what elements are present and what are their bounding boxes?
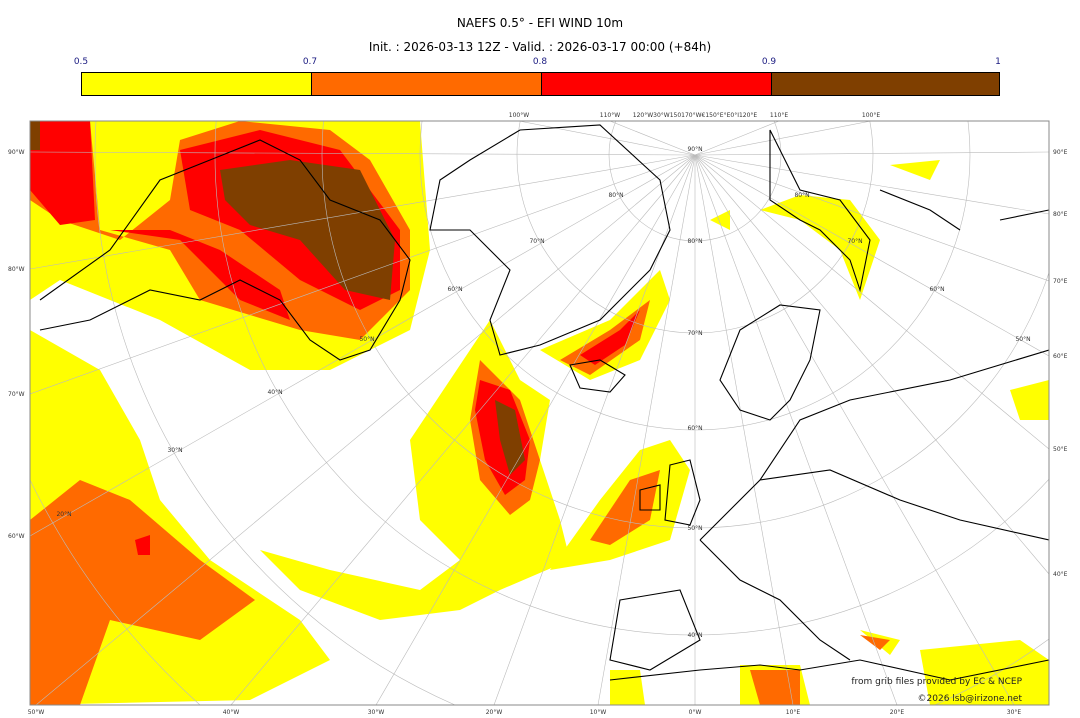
map-subtitle: Init. : 2026-03-13 12Z - Valid. : 2026-0… [368,40,712,54]
top-label: 100°E [862,112,880,119]
bottom-label: 0°W [689,709,702,716]
lat-label: 50°N [1015,336,1030,343]
bottom-label: 20°W [486,709,503,716]
colorbar-tick: 0.5 [73,57,89,67]
efi-brown-areas [30,121,525,475]
colorbar-segment-orange [312,73,542,95]
lat-label: 80°N [794,192,809,199]
lat-label: 40°N [267,389,282,396]
lat-label: 20°N [56,511,71,518]
top-label: 100°W [509,112,529,119]
right-label: 90°E [1053,149,1068,156]
bottom-label: 30°E [1007,709,1022,716]
top-label: 120°W30°W150170°W€150°E°E0°I120°E [633,112,758,119]
lat-label: 40°N [687,632,702,639]
bottom-label: 40°W [223,709,240,716]
lat-label: 50°N [359,336,374,343]
lat-label: 30°N [167,447,182,454]
bottom-label: 10°E [786,709,801,716]
lat-label: 70°N [847,238,862,245]
bottom-label: 30°W [368,709,385,716]
scandinavia-coast [719,304,821,421]
graticule [30,121,1049,705]
right-label: 60°E [1053,353,1068,360]
left-label: 90°W [8,149,25,156]
bottom-label: 50°W [28,709,45,716]
colorbar-segment-red [542,73,772,95]
lat-label: 80°N [608,192,623,199]
coastlines [39,124,1049,681]
lat-label: 90°N [687,146,702,153]
lat-label: 60°N [929,286,944,293]
map-title: NAEFS 0.5° - EFI WIND 10m [456,16,624,30]
colorbar-tick: 1 [995,57,1001,67]
british-isles-coast [639,459,701,526]
right-label: 70°E [1053,278,1068,285]
left-label: 70°W [8,391,25,398]
north-africa-coast [609,659,1049,681]
axis-labels: 90°W 80°W 70°W 60°W 90°E 80°E 70°E 60°E … [8,112,1068,716]
colorbar-tick: 0.8 [532,57,548,67]
right-label: 50°E [1053,446,1068,453]
left-label: 80°W [8,266,25,273]
colorbar-segment-brown [772,73,999,95]
lat-label: 70°N [529,238,544,245]
credit-source: from grib files provided by EC & NCEP [851,677,1022,687]
colorbar-tick: 0.9 [761,57,777,67]
arctic-russia-coast [769,129,1049,293]
lat-label: 80°N [687,238,702,245]
lat-label: 60°N [447,286,462,293]
lat-label: 50°N [687,525,702,532]
map-frame [29,120,1050,706]
colorbar-segment-yellow [82,73,312,95]
greenland-coast [429,124,671,356]
lat-label: 60°N [687,425,702,432]
left-label: 60°W [8,533,25,540]
right-label: 40°E [1053,571,1068,578]
europe-coast [609,349,1049,671]
top-label: 110°W [600,112,620,119]
colorbar [81,72,1000,96]
iceland-coast [569,359,626,393]
credit-copyright: ©2026 lsb@irizone.net [918,694,1023,704]
right-label: 80°E [1053,211,1068,218]
lat-label: 70°N [687,330,702,337]
north-america-coast [39,139,411,361]
bottom-label: 20°E [890,709,905,716]
colorbar-tick: 0.7 [302,57,318,67]
bottom-label: 10°W [590,709,607,716]
top-label: 110°E [770,112,788,119]
